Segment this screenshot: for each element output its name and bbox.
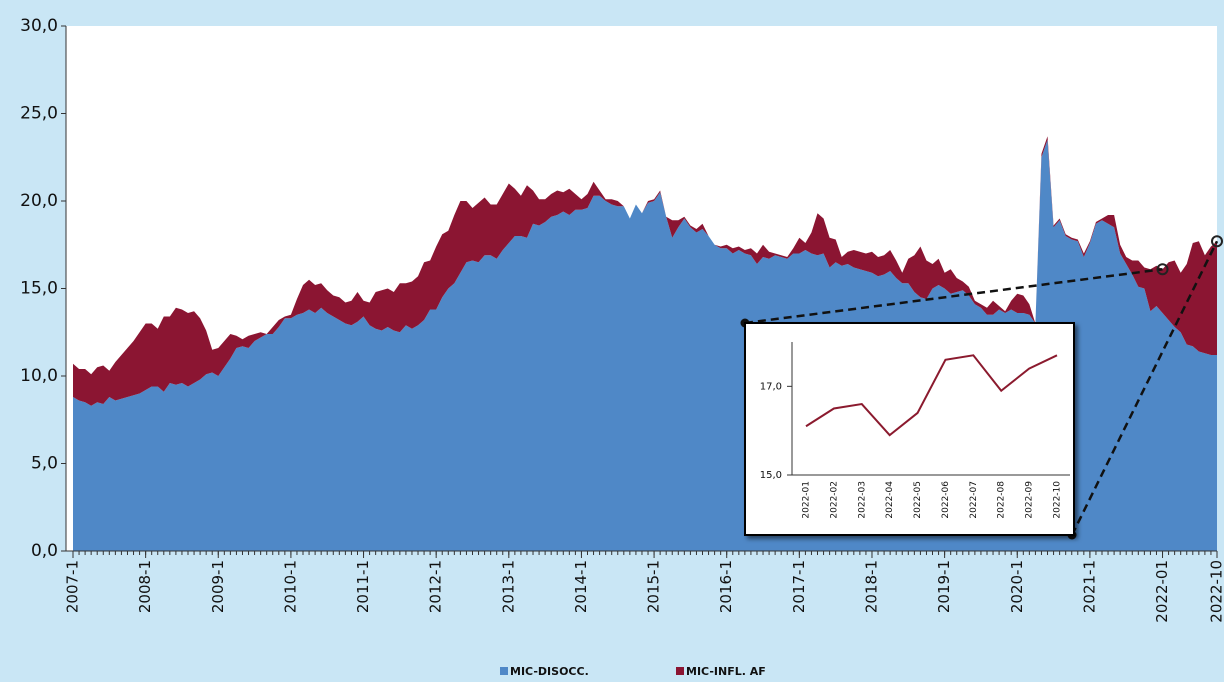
y-tick-label: 5,0: [31, 454, 58, 474]
x-tick-label: 2022-06: [941, 481, 951, 519]
x-tick-label: 2011-1: [354, 560, 372, 613]
x-tick-label: 2012-1: [427, 560, 445, 613]
x-tick-label: 2022-09: [1025, 481, 1035, 519]
x-tick-label: 2015-1: [645, 560, 663, 613]
x-tick-label: 2020-1: [1008, 560, 1026, 613]
x-tick-label: 2019-1: [935, 560, 953, 613]
x-tick-label: 2022-05: [913, 481, 923, 519]
x-tick-label: 2022-02: [829, 481, 839, 519]
x-tick-label: 2016-1: [717, 560, 735, 613]
y-tick-label: 20,0: [20, 191, 58, 211]
x-tick-label: 2017-1: [790, 560, 808, 613]
x-tick-label: 2008-1: [136, 560, 154, 613]
x-tick-label: 2013-1: [499, 560, 517, 613]
legend-swatch: [676, 667, 684, 675]
y-tick-label: 25,0: [20, 104, 58, 124]
zoom-marker: [1156, 263, 1169, 276]
connector: [744, 268, 1163, 325]
line: [805, 354, 1058, 437]
x-tick-label: 2010-1: [281, 560, 299, 613]
y-tick-label: 17,0: [760, 381, 782, 392]
y-tick-label: 30,0: [20, 16, 58, 36]
x-tick-label: 2022-03: [857, 481, 867, 519]
x-tick-label: 2022-08: [997, 481, 1007, 519]
y-tick-label: 15,0: [20, 279, 58, 299]
y-tick-label: 15,0: [760, 470, 782, 481]
x-tick-label: 2022-01: [1153, 560, 1171, 623]
x-tick-label: 2022-01: [802, 481, 812, 519]
x-tick-label: 2021-1: [1080, 560, 1098, 613]
zoom-marker: [1211, 235, 1223, 248]
legend-label: MIC-DISOCC.: [510, 665, 589, 678]
x-tick-label: 2022-10: [1053, 481, 1063, 519]
inset: 2022-01 2022-02 2022-03 2022-04 2022-05 2022-…: [744, 322, 1075, 536]
x-tick-label: 2022-07: [969, 481, 979, 519]
x-tick-label: 2007-1: [64, 560, 82, 613]
connector: [1070, 240, 1219, 536]
legend-label: MIC-INFL. AF: [686, 665, 766, 678]
y-tick-label: 10,0: [20, 366, 58, 386]
legend-swatch: [500, 667, 508, 675]
x-tick-label: 2009-1: [209, 560, 227, 613]
area: [73, 136, 1217, 406]
x-tick-label: 2022-04: [885, 481, 895, 519]
x-tick-label: 2014-1: [572, 560, 590, 613]
inset-frame: [744, 322, 1075, 536]
x-tick-label: 2022-10: [1208, 560, 1224, 623]
y-tick-label: 0,0: [31, 541, 58, 561]
x-tick-label: 2018-1: [862, 560, 880, 613]
